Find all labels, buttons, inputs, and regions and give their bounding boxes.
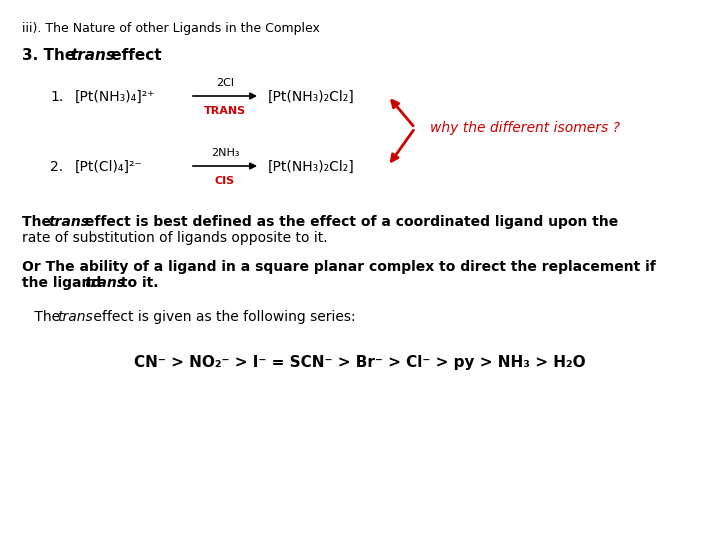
- Text: [Pt(NH₃)₂Cl₂]: [Pt(NH₃)₂Cl₂]: [268, 90, 355, 104]
- Text: iii). The Nature of other Ligands in the Complex: iii). The Nature of other Ligands in the…: [22, 22, 320, 35]
- Text: The: The: [30, 310, 65, 324]
- Text: why the different isomers ?: why the different isomers ?: [430, 121, 620, 135]
- Text: rate of substitution of ligands opposite to it.: rate of substitution of ligands opposite…: [22, 231, 328, 245]
- Text: TRANS: TRANS: [204, 106, 246, 116]
- Text: trans: trans: [70, 48, 115, 63]
- Text: 3. The: 3. The: [22, 48, 81, 63]
- Text: 2NH₃: 2NH₃: [211, 148, 239, 158]
- Text: trans: trans: [48, 215, 89, 229]
- Text: 2.: 2.: [50, 160, 63, 174]
- Text: 1.: 1.: [50, 90, 63, 104]
- Text: CN⁻ > NO₂⁻ > I⁻ = SCN⁻ > Br⁻ > Cl⁻ > py > NH₃ > H₂O: CN⁻ > NO₂⁻ > I⁻ = SCN⁻ > Br⁻ > Cl⁻ > py …: [134, 355, 586, 370]
- Text: effect: effect: [106, 48, 161, 63]
- Text: The: The: [22, 215, 56, 229]
- Text: CIS: CIS: [215, 176, 235, 186]
- Text: 2Cl: 2Cl: [216, 78, 234, 88]
- Text: [Pt(Cl)₄]²⁻: [Pt(Cl)₄]²⁻: [75, 160, 143, 174]
- Text: the ligand: the ligand: [22, 276, 106, 290]
- Text: [Pt(NH₃)₂Cl₂]: [Pt(NH₃)₂Cl₂]: [268, 160, 355, 174]
- Text: effect is best defined as the effect of a coordinated ligand upon the: effect is best defined as the effect of …: [80, 215, 618, 229]
- Text: trans: trans: [57, 310, 93, 324]
- Text: trans: trans: [84, 276, 125, 290]
- Text: [Pt(NH₃)₄]²⁺: [Pt(NH₃)₄]²⁺: [75, 90, 156, 104]
- Text: Or The ability of a ligand in a square planar complex to direct the replacement : Or The ability of a ligand in a square p…: [22, 260, 656, 274]
- Text: effect is given as the following series:: effect is given as the following series:: [89, 310, 356, 324]
- Text: to it.: to it.: [116, 276, 158, 290]
